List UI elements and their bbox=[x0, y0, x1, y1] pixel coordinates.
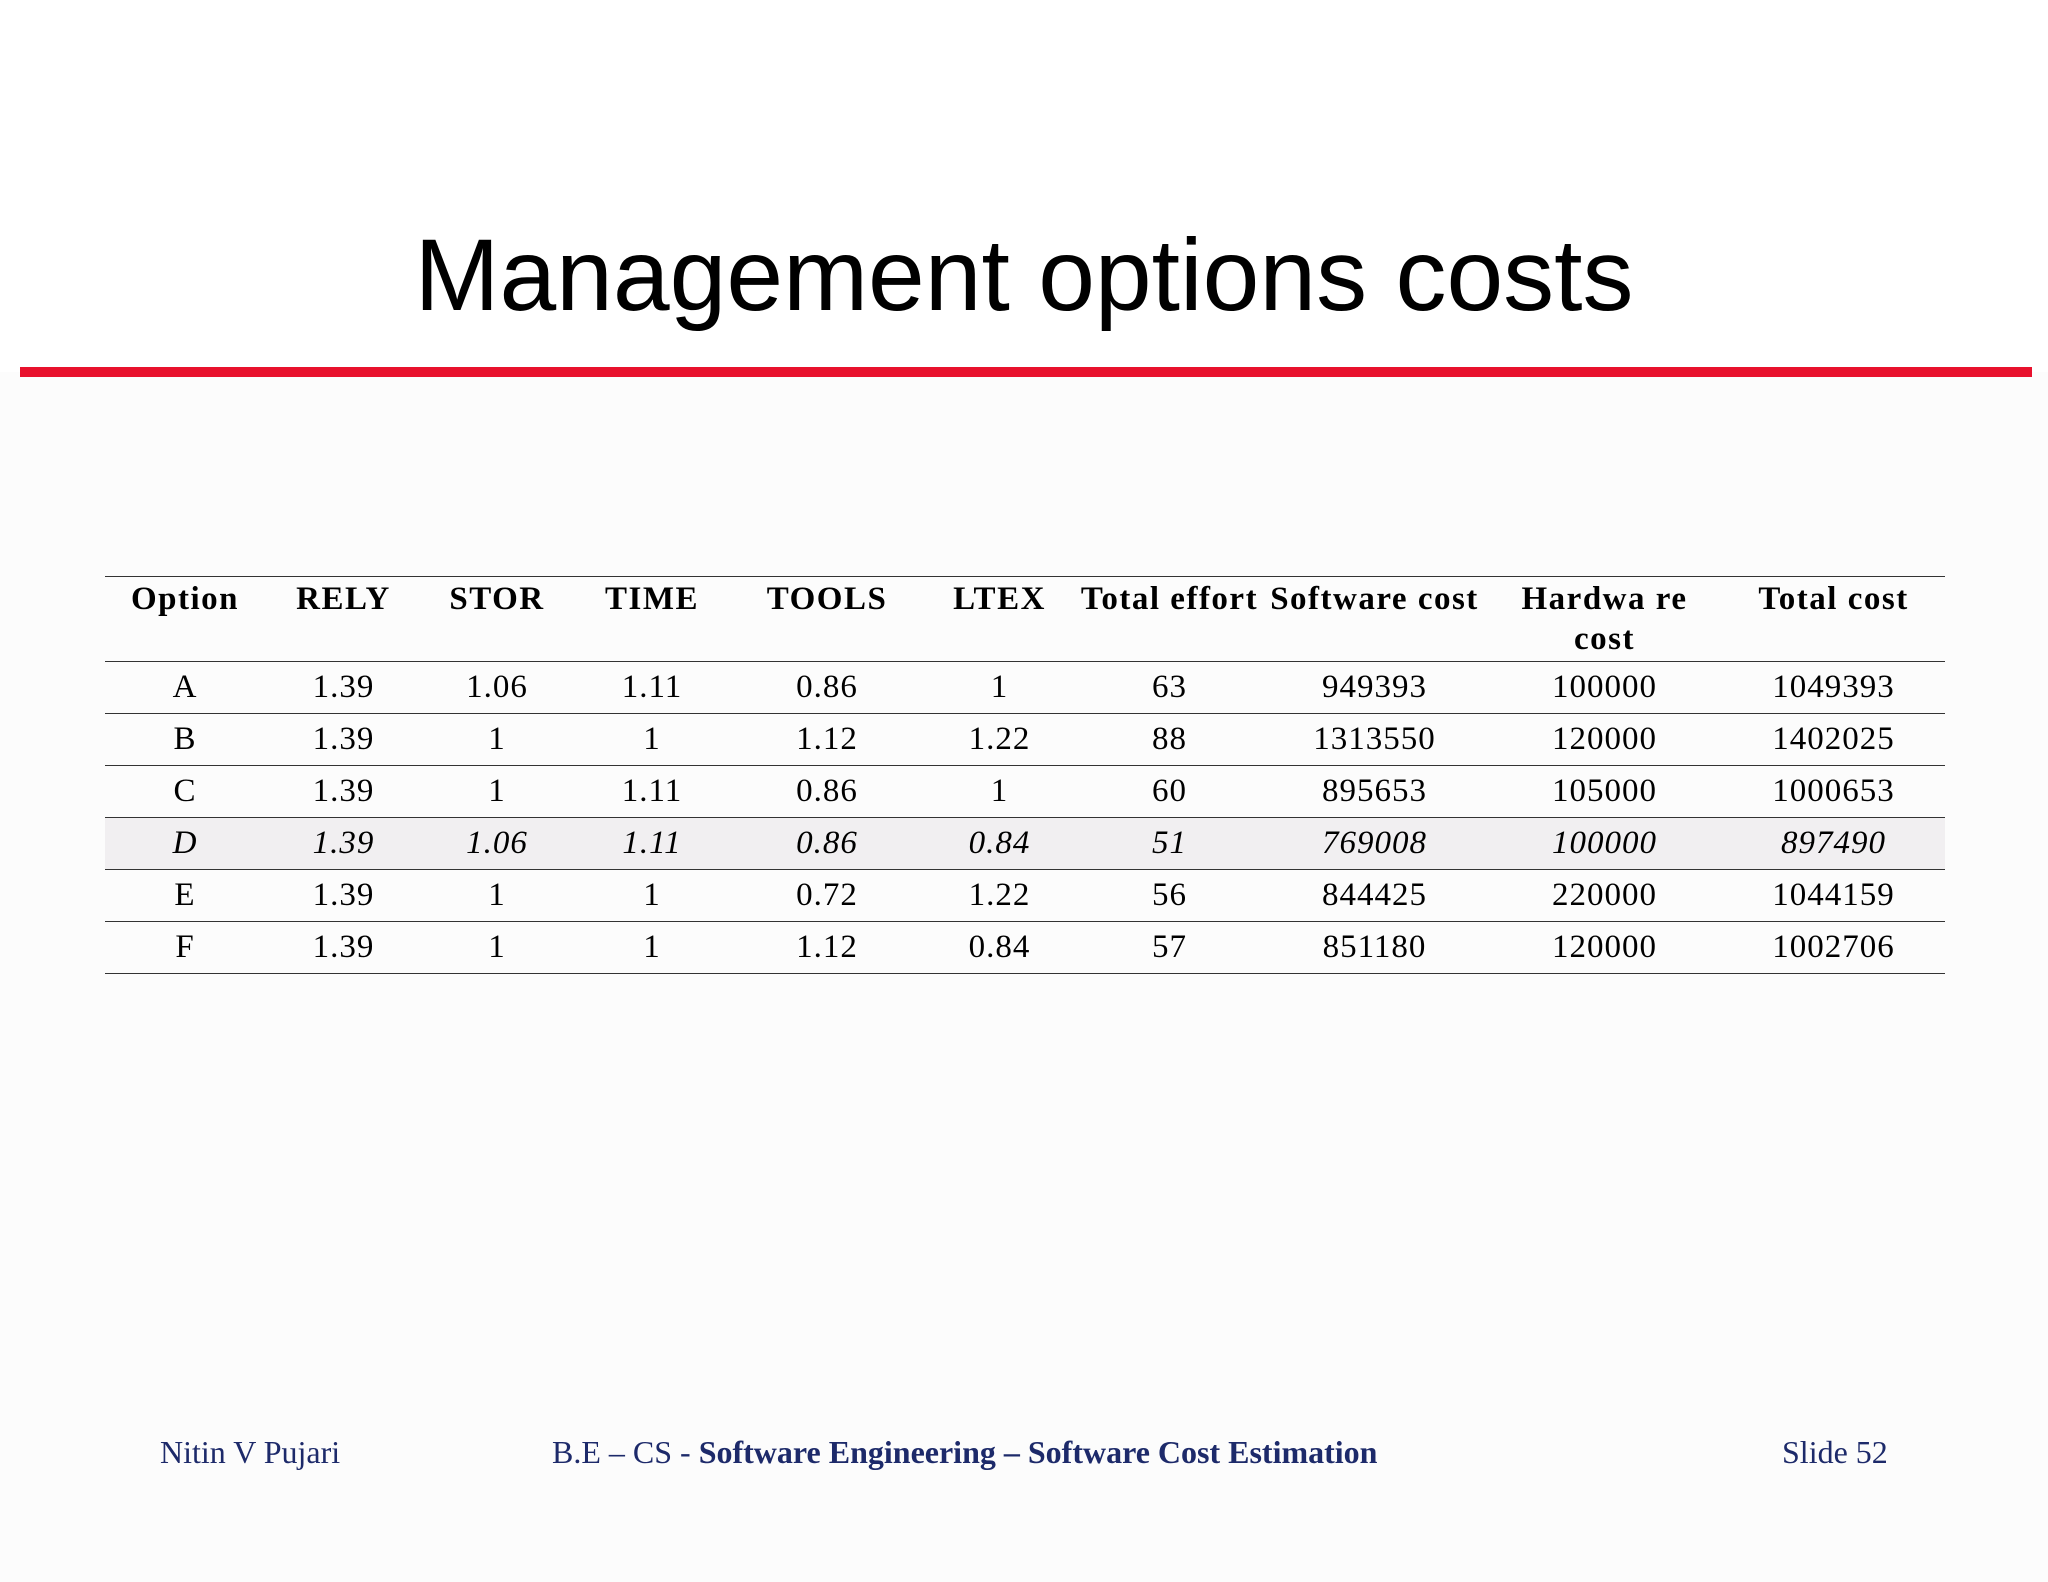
header-hardware-cost: Hardwa re cost bbox=[1487, 576, 1722, 662]
cell-time: 1 bbox=[572, 713, 732, 766]
footer-course: B.E – CS - Software Engineering – Softwa… bbox=[552, 1432, 1377, 1472]
header-time: TIME bbox=[572, 576, 732, 662]
cell-time: 1.11 bbox=[572, 661, 732, 714]
cell-option: F bbox=[105, 921, 265, 974]
cell-stor: 1 bbox=[422, 921, 572, 974]
cell-software-cost: 844425 bbox=[1262, 869, 1487, 922]
cell-hardware-cost: 105000 bbox=[1487, 765, 1722, 818]
cell-tools: 0.86 bbox=[732, 817, 922, 870]
header-option: Option bbox=[105, 576, 265, 662]
footer-course-prefix: B.E – CS - bbox=[552, 1434, 699, 1470]
cell-total-cost: 1049393 bbox=[1722, 661, 1945, 714]
table-row: C 1.39 1 1.11 0.86 1 60 895653 105000 10… bbox=[105, 765, 1945, 818]
cell-stor: 1.06 bbox=[422, 661, 572, 714]
cell-total-cost: 1002706 bbox=[1722, 921, 1945, 974]
cell-option: D bbox=[105, 817, 265, 870]
cell-total-cost: 1000653 bbox=[1722, 765, 1945, 818]
footer-slide-number: Slide 52 bbox=[1782, 1434, 1888, 1470]
cell-ltex: 0.84 bbox=[922, 921, 1077, 974]
cell-tools: 0.86 bbox=[732, 661, 922, 714]
cell-total-cost: 1044159 bbox=[1722, 869, 1945, 922]
cell-tools: 0.72 bbox=[732, 869, 922, 922]
header-hardware-line2: cost bbox=[1574, 621, 1635, 657]
cell-rely: 1.39 bbox=[265, 817, 422, 870]
header-hardware-line1: Hardwa re bbox=[1521, 581, 1688, 617]
table-row-highlighted: D 1.39 1.06 1.11 0.86 0.84 51 769008 100… bbox=[105, 817, 1945, 870]
cell-option: E bbox=[105, 869, 265, 922]
table-header-row: Option RELY STOR TIME TOOLS LTEX Total e… bbox=[105, 576, 1945, 662]
cell-rely: 1.39 bbox=[265, 765, 422, 818]
header-rely: RELY bbox=[265, 576, 422, 662]
cell-ltex: 1 bbox=[922, 765, 1077, 818]
cell-total-effort: 51 bbox=[1077, 817, 1262, 870]
table-row: E 1.39 1 1 0.72 1.22 56 844425 220000 10… bbox=[105, 869, 1945, 922]
title-divider bbox=[20, 367, 2032, 377]
management-options-table: Option RELY STOR TIME TOOLS LTEX Total e… bbox=[105, 576, 1945, 974]
cell-software-cost: 851180 bbox=[1262, 921, 1487, 974]
cell-hardware-cost: 120000 bbox=[1487, 921, 1722, 974]
cell-stor: 1 bbox=[422, 869, 572, 922]
header-software-cost: Software cost bbox=[1262, 576, 1487, 662]
cell-rely: 1.39 bbox=[265, 713, 422, 766]
cell-hardware-cost: 120000 bbox=[1487, 713, 1722, 766]
cell-software-cost: 769008 bbox=[1262, 817, 1487, 870]
footer-author: Nitin V Pujari bbox=[160, 1434, 341, 1470]
cell-stor: 1 bbox=[422, 713, 572, 766]
footer-course-title: Software Engineering – Software Cost Est… bbox=[698, 1434, 1378, 1470]
header-ltex: LTEX bbox=[922, 576, 1077, 662]
header-total-cost: Total cost bbox=[1722, 576, 1945, 662]
cell-tools: 0.86 bbox=[732, 765, 922, 818]
table-row: A 1.39 1.06 1.11 0.86 1 63 949393 100000… bbox=[105, 661, 1945, 714]
table-row: B 1.39 1 1 1.12 1.22 88 1313550 120000 1… bbox=[105, 713, 1945, 766]
slide-header-area bbox=[0, 0, 2048, 372]
cell-time: 1.11 bbox=[572, 765, 732, 818]
header-total-effort: Total effort bbox=[1077, 576, 1262, 662]
cell-option: B bbox=[105, 713, 265, 766]
cell-option: A bbox=[105, 661, 265, 714]
cell-software-cost: 895653 bbox=[1262, 765, 1487, 818]
cell-time: 1 bbox=[572, 869, 732, 922]
cell-ltex: 0.84 bbox=[922, 817, 1077, 870]
cell-stor: 1 bbox=[422, 765, 572, 818]
cell-total-effort: 56 bbox=[1077, 869, 1262, 922]
cell-ltex: 1.22 bbox=[922, 869, 1077, 922]
header-tools: TOOLS bbox=[732, 576, 922, 662]
cell-total-cost: 897490 bbox=[1722, 817, 1945, 870]
cell-rely: 1.39 bbox=[265, 869, 422, 922]
header-stor: STOR bbox=[422, 576, 572, 662]
cell-software-cost: 1313550 bbox=[1262, 713, 1487, 766]
table-row: F 1.39 1 1 1.12 0.84 57 851180 120000 10… bbox=[105, 921, 1945, 974]
cell-tools: 1.12 bbox=[732, 921, 922, 974]
cell-time: 1 bbox=[572, 921, 732, 974]
cell-total-effort: 57 bbox=[1077, 921, 1262, 974]
cell-total-effort: 60 bbox=[1077, 765, 1262, 818]
cell-stor: 1.06 bbox=[422, 817, 572, 870]
cell-hardware-cost: 220000 bbox=[1487, 869, 1722, 922]
cell-time: 1.11 bbox=[572, 817, 732, 870]
cell-hardware-cost: 100000 bbox=[1487, 661, 1722, 714]
cell-rely: 1.39 bbox=[265, 661, 422, 714]
cell-software-cost: 949393 bbox=[1262, 661, 1487, 714]
cell-ltex: 1.22 bbox=[922, 713, 1077, 766]
cell-total-cost: 1402025 bbox=[1722, 713, 1945, 766]
cell-total-effort: 63 bbox=[1077, 661, 1262, 714]
cell-total-effort: 88 bbox=[1077, 713, 1262, 766]
cell-ltex: 1 bbox=[922, 661, 1077, 714]
cell-option: C bbox=[105, 765, 265, 818]
cell-rely: 1.39 bbox=[265, 921, 422, 974]
slide-title: Management options costs bbox=[414, 218, 1634, 332]
cell-tools: 1.12 bbox=[732, 713, 922, 766]
cell-hardware-cost: 100000 bbox=[1487, 817, 1722, 870]
